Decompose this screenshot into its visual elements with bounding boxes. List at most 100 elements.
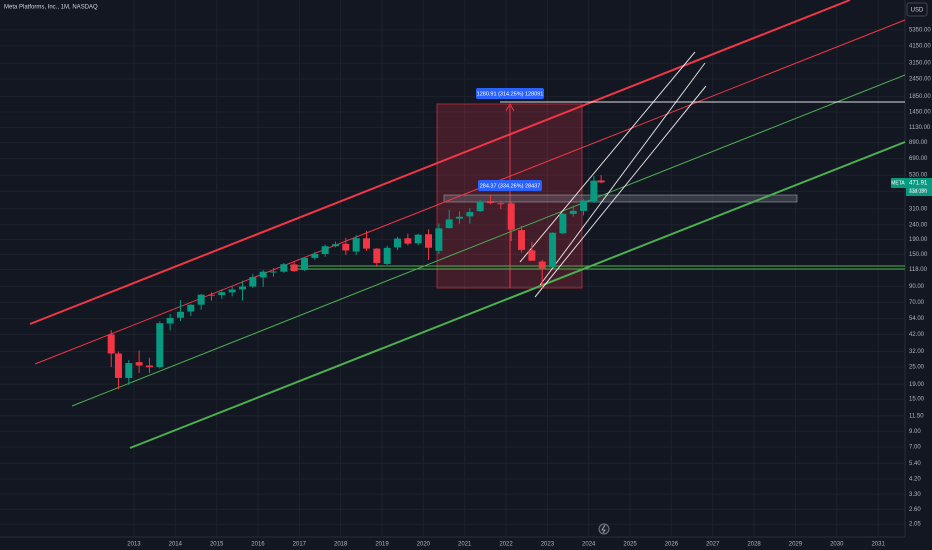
candle-body [394,238,402,248]
x-tick-label: 2023 [541,542,555,548]
candle-body [425,234,433,248]
countdown: 13d 19h [909,188,927,194]
candle-body [363,238,371,249]
candle-body [114,353,122,378]
y-tick-label: 310.00 [909,206,928,212]
x-tick-label: 2013 [127,542,141,548]
x-tick-label: 2020 [417,542,431,548]
annotation: 1280.91 (314.25%) 128091 [477,91,544,97]
candle-body [383,247,391,264]
trend-line [71,74,906,407]
y-tick-label: 2.05 [909,522,921,528]
y-tick-label: 32.00 [909,349,925,355]
candle-body [238,286,246,290]
x-tick-label: 2030 [830,542,844,548]
x-tick-label: 2014 [169,542,183,548]
x-tick-label: 2026 [665,542,679,548]
y-tick-label: 90.00 [909,284,925,290]
currency-box[interactable] [906,2,928,17]
candle-body [207,294,215,296]
y-tick-label: 3150.00 [909,61,931,67]
zone [443,194,798,203]
candle-body [466,212,474,217]
candle-body [487,201,495,204]
y-tick-label: 3.30 [909,492,921,498]
y-tick-label: 54.00 [909,316,925,322]
annotation-box [476,88,544,99]
candle-body [280,264,288,272]
candle-body [538,261,546,269]
y-tick-label: 42.00 [909,332,925,338]
candle-body [342,243,350,251]
candle-body [135,362,143,366]
events-icon-bolt [601,524,606,534]
y-tick-label: 2.60 [909,507,921,513]
candle-body [507,203,515,230]
x-tick-label: 2027 [706,542,720,548]
x-tick-label: 2021 [458,542,472,548]
y-tick-label: 240.00 [909,222,928,228]
y-tick-label: 4.20 [909,477,921,483]
candle-body [456,216,464,219]
candle-body [590,180,598,202]
y-tick-label: 118.00 [909,267,928,273]
candle-body [269,271,277,273]
candle-body [249,277,257,287]
candle-body [197,294,205,305]
candle-body [352,238,360,252]
x-tick-label: 2018 [334,542,348,548]
candle-body [445,219,453,229]
x-tick-label: 2024 [582,542,596,548]
candle-body [580,200,588,211]
events-icon[interactable] [598,523,610,535]
annotation: 284.37 (334.26%) 28437 [480,183,541,189]
candle-body [259,271,267,278]
x-tick-label: 2019 [375,542,389,548]
y-tick-label: 11.50 [909,413,924,419]
candle-body [145,365,153,368]
y-tick-label: 410.00 [909,189,928,195]
candle-body [331,244,339,247]
y-tick-label: 150.00 [909,252,928,258]
y-tick-label: 890.00 [909,140,928,146]
y-tick-label: 7.00 [909,445,921,451]
x-tick-label: 2028 [747,542,761,548]
y-tick-label: 19.00 [909,382,925,388]
trend-line [519,51,696,263]
y-tick-label: 2450.00 [909,77,931,83]
candle-body [597,180,605,183]
annotation-box [478,180,542,191]
trend-line [29,0,851,325]
candle-body [228,289,236,293]
candle-body [187,304,195,312]
candle-body [528,250,536,261]
y-tick-label: 5350.00 [909,27,931,33]
x-tick-label: 2015 [210,542,224,548]
trend-line [534,85,707,298]
y-tick-label: 690.00 [909,156,928,162]
candle-body [290,264,298,272]
symbol: META [891,180,905,186]
last-price: 471.91 [909,181,928,187]
candle-body [404,238,412,244]
candle-body [497,203,505,205]
candle-body [373,248,381,263]
x-tick-label: 2025 [623,542,637,548]
price-tag [906,178,932,196]
y-tick-label: 9.00 [909,429,921,435]
y-tick-label: 4150.00 [909,43,931,49]
candle-body [311,254,319,258]
y-tick-label: 1130.00 [909,125,931,131]
y-tick-label: 25.00 [909,365,925,371]
candle-body [300,257,308,271]
candle-body [156,323,164,367]
candle-body [218,292,226,296]
x-tick-label: 2031 [871,542,885,548]
candle-body [125,363,133,378]
candle-body [559,213,567,234]
x-tick-label: 2022 [499,542,513,548]
candle-body [176,311,184,318]
y-tick-label: 70.00 [909,300,925,306]
x-tick-label: 2016 [251,542,265,548]
